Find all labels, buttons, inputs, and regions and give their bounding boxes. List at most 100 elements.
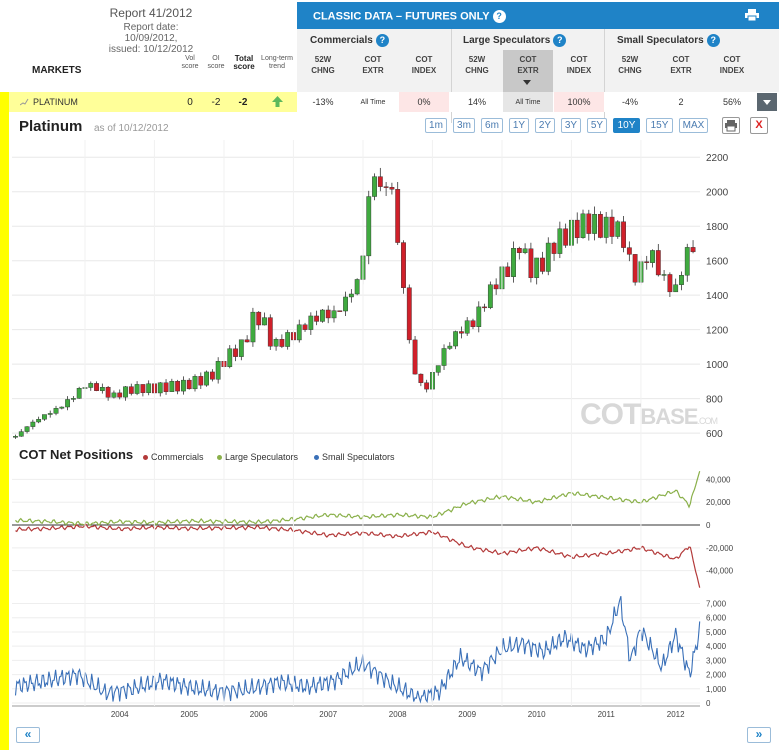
range-1m[interactable]: 1m bbox=[425, 118, 447, 133]
help-icon[interactable]: ? bbox=[492, 10, 506, 23]
candle bbox=[661, 274, 667, 276]
range-1y[interactable]: 1Y bbox=[509, 118, 529, 133]
range-6m[interactable]: 6m bbox=[481, 118, 503, 133]
candle bbox=[401, 242, 406, 288]
col-header-cot-extr[interactable]: COT EXTR bbox=[362, 55, 384, 75]
range-15y[interactable]: 15Y bbox=[646, 118, 673, 133]
candle bbox=[296, 324, 302, 341]
large-cot-index: 100% bbox=[567, 97, 591, 107]
candle bbox=[505, 266, 511, 277]
candle bbox=[679, 275, 684, 285]
col-header-cot-index[interactable]: COT INDEX bbox=[411, 55, 437, 75]
candle bbox=[667, 274, 673, 293]
highlight-cell bbox=[503, 92, 553, 112]
mini-chart-icon bbox=[20, 98, 29, 106]
y-tick-label: 6,000 bbox=[706, 614, 727, 623]
col-header-52w[interactable]: 52W CHNG bbox=[618, 55, 642, 75]
market-name[interactable]: PLATINUM bbox=[33, 97, 78, 107]
legend-large-speculators[interactable]: Large Speculators bbox=[217, 452, 298, 462]
candle bbox=[331, 310, 337, 319]
candle bbox=[42, 414, 47, 420]
col-header-cot-index[interactable]: COT INDEX bbox=[566, 55, 592, 75]
row-dropdown-button[interactable] bbox=[757, 93, 777, 111]
col-header-cot-extr[interactable]: COT EXTR bbox=[517, 55, 539, 75]
legend-swatch-commercials bbox=[143, 455, 148, 461]
candle bbox=[198, 376, 204, 386]
col-header-cot-index[interactable]: COT INDEX bbox=[719, 55, 745, 75]
candle bbox=[511, 248, 516, 277]
y-tick-label: 1000 bbox=[706, 360, 729, 371]
candle bbox=[30, 421, 36, 427]
next-button[interactable]: » bbox=[747, 727, 771, 743]
col-header-cot-extr[interactable]: COT EXTR bbox=[670, 55, 692, 75]
x-tick-label: 2008 bbox=[389, 710, 407, 719]
small-cot-extr: 2 bbox=[678, 97, 684, 107]
comm-52w-chng: -13% bbox=[312, 97, 334, 107]
report-info: Report 41/2012 Report date: 10/09/2012, … bbox=[96, 6, 206, 55]
candle bbox=[592, 214, 597, 234]
help-icon[interactable]: ? bbox=[553, 34, 567, 47]
print-icon[interactable] bbox=[745, 9, 759, 21]
candle bbox=[464, 320, 470, 334]
report-date: Report date: 10/09/2012, bbox=[123, 22, 179, 44]
prev-button[interactable]: « bbox=[16, 727, 40, 743]
candle bbox=[13, 436, 18, 438]
col-header-52w[interactable]: 52W CHNG bbox=[311, 55, 335, 75]
divider bbox=[451, 29, 452, 123]
group-small-speculators: Small Speculators? bbox=[617, 34, 720, 47]
range-10y[interactable]: 10Y bbox=[613, 118, 640, 133]
market-row[interactable] bbox=[0, 92, 297, 112]
candle bbox=[320, 309, 325, 322]
help-icon[interactable]: ? bbox=[706, 34, 720, 47]
help-icon[interactable]: ? bbox=[375, 34, 389, 47]
candle bbox=[459, 331, 464, 334]
col-header-52w[interactable]: 52W CHNG bbox=[465, 55, 489, 75]
candle bbox=[105, 387, 111, 398]
candle bbox=[487, 284, 493, 308]
range-3m[interactable]: 3m bbox=[453, 118, 475, 133]
series-commercials bbox=[15, 523, 701, 588]
candle bbox=[65, 399, 70, 408]
candle bbox=[256, 311, 262, 326]
candle bbox=[215, 361, 221, 380]
candle bbox=[366, 196, 372, 257]
candle bbox=[238, 339, 244, 357]
print-chart-button[interactable] bbox=[722, 117, 740, 134]
chart-as-of: as of 10/12/2012 bbox=[94, 123, 169, 134]
candle bbox=[18, 431, 24, 437]
legend-swatch-large bbox=[217, 455, 222, 461]
range-5y[interactable]: 5Y bbox=[587, 118, 607, 133]
legend-commercials[interactable]: Commercials bbox=[143, 452, 204, 462]
group-commercials: Commercials? bbox=[310, 34, 389, 47]
range-2y[interactable]: 2Y bbox=[535, 118, 555, 133]
vol-score: 0 bbox=[187, 97, 193, 108]
candle bbox=[615, 221, 621, 237]
small-cot-index: 56% bbox=[722, 97, 741, 107]
x-tick-label: 2005 bbox=[180, 710, 198, 719]
candle bbox=[343, 296, 348, 312]
candle bbox=[563, 228, 569, 246]
y-tick-label: 1600 bbox=[706, 257, 729, 268]
y-tick-label: 7,000 bbox=[706, 600, 727, 609]
candle bbox=[99, 387, 105, 391]
candle bbox=[244, 339, 250, 343]
range-3y[interactable]: 3Y bbox=[561, 118, 581, 133]
total-score-header: Total score bbox=[233, 54, 255, 71]
selected-column[interactable] bbox=[503, 50, 553, 92]
legend-small-speculators[interactable]: Small Speculators bbox=[314, 452, 395, 462]
candle bbox=[470, 320, 476, 327]
x-tick-label: 2012 bbox=[667, 710, 685, 719]
candle bbox=[36, 419, 42, 423]
candle bbox=[314, 315, 320, 322]
close-chart-button[interactable]: X bbox=[750, 117, 768, 134]
candle bbox=[157, 382, 163, 394]
series-small-speculators bbox=[14, 595, 701, 704]
candle bbox=[540, 257, 545, 272]
y-tick-label: 600 bbox=[706, 429, 723, 440]
candle bbox=[545, 242, 551, 272]
y-tick-label: 1400 bbox=[706, 291, 729, 302]
x-tick-label: 2009 bbox=[458, 710, 476, 719]
candle bbox=[372, 176, 377, 197]
y-tick-label: 1800 bbox=[706, 222, 729, 233]
range-max[interactable]: MAX bbox=[679, 118, 708, 133]
